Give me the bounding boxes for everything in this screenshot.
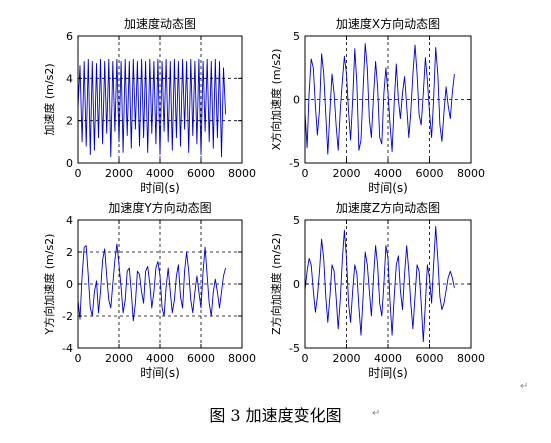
paragraph-mark: ↵: [520, 381, 529, 392]
x-tick-label: 8000: [457, 352, 485, 365]
x-tick-label: 0: [302, 167, 309, 180]
chart-title: 加速度动态图: [124, 16, 196, 31]
y-tick-label: -2: [62, 310, 73, 323]
x-axis-label: 时间(s): [140, 181, 180, 195]
y-tick-label: 0: [66, 157, 73, 170]
y-tick-label: -5: [289, 342, 300, 355]
x-tick-label: 8000: [228, 352, 256, 365]
data-series-line: [304, 225, 455, 343]
chart-title: 加速度Z方向动态图: [336, 200, 440, 215]
x-tick-label: 8000: [228, 167, 256, 180]
data-series-line: [304, 43, 455, 155]
x-tick-label: 8000: [457, 167, 485, 180]
y-tick-label: 4: [66, 72, 73, 85]
x-tick-label: 4000: [374, 352, 402, 365]
y-tick-label: 5: [293, 214, 300, 227]
x-tick-label: 0: [75, 352, 82, 365]
data-series-line: [77, 243, 227, 322]
y-tick-label: 4: [66, 214, 73, 227]
y-tick-label: -5: [289, 157, 300, 170]
x-axis-label: 时间(s): [140, 366, 180, 380]
y-tick-label: 2: [66, 246, 73, 259]
x-tick-label: 4000: [146, 167, 174, 180]
x-tick-label: 4000: [374, 167, 402, 180]
x-tick-label: 4000: [146, 352, 174, 365]
x-tick-label: 2000: [105, 352, 133, 365]
y-tick-label: 6: [66, 30, 73, 43]
x-tick-label: 2000: [333, 167, 361, 180]
x-axis-label: 时间(s): [368, 366, 408, 380]
y-tick-label: 0: [66, 278, 73, 291]
x-tick-label: 0: [302, 352, 309, 365]
x-tick-label: 6000: [416, 167, 444, 180]
figure-caption: 图 3 加速度变化图: [209, 406, 342, 425]
data-series-line: [77, 58, 227, 158]
x-tick-label: 0: [75, 167, 82, 180]
y-tick-label: 0: [293, 278, 300, 291]
x-tick-label: 6000: [187, 167, 215, 180]
x-tick-label: 6000: [187, 352, 215, 365]
x-tick-label: 2000: [333, 352, 361, 365]
y-axis-label: Y方向加速度 (m/s2): [42, 234, 56, 336]
y-tick-label: 0: [293, 94, 300, 107]
y-axis-label: 加速度 (m/s2): [42, 63, 56, 135]
y-tick-label: 5: [293, 30, 300, 43]
chart-title: 加速度X方向动态图: [336, 16, 440, 31]
chart-panel-4: 0 2000 4000 6000 8000-505加速度Z方向动态图时间(s)Z方向加速…: [269, 200, 485, 380]
x-tick-label: 2000: [105, 167, 133, 180]
x-axis-label: 时间(s): [368, 181, 408, 195]
y-tick-label: -4: [62, 342, 73, 355]
y-axis-label: X方向加速度 (m/s2): [269, 49, 283, 151]
y-axis-label: Z方向加速度 (m/s2): [269, 233, 283, 335]
x-tick-label: 6000: [416, 352, 444, 365]
chart-panel-2: 0 2000 4000 6000 8000-505加速度X方向动态图时间(s)X方向加速…: [269, 16, 485, 195]
y-tick-label: 2: [66, 115, 73, 128]
caption-paragraph-mark: ↵: [372, 408, 381, 419]
chart-title: 加速度Y方向动态图: [108, 200, 211, 215]
